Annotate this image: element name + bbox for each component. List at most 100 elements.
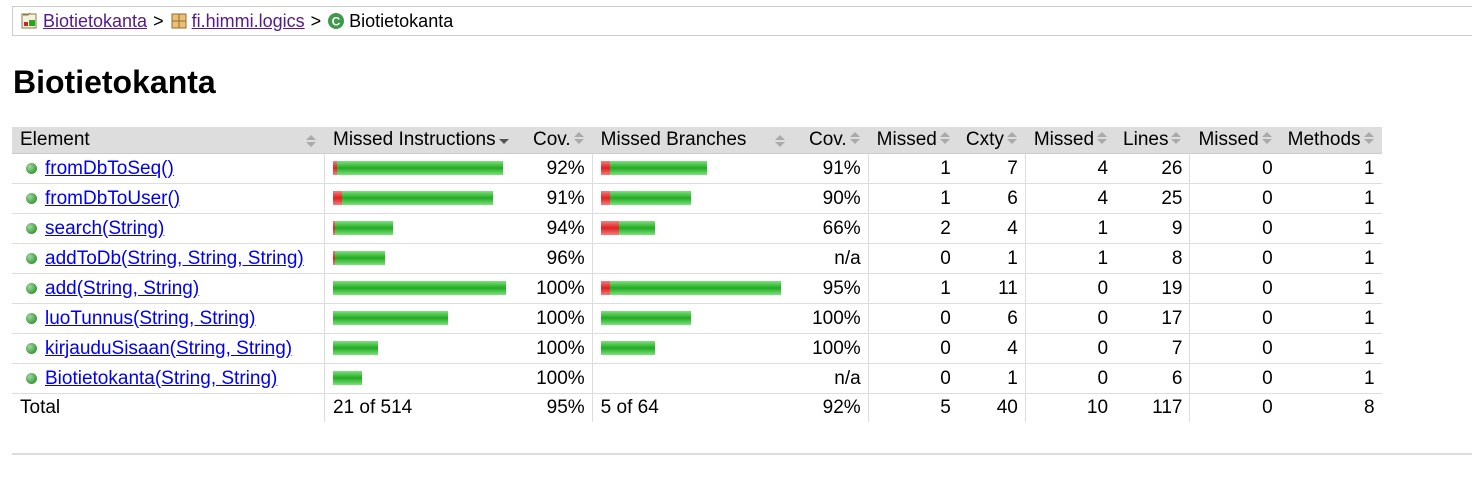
breadcrumb-separator: > (310, 11, 322, 31)
methods-cell: 1 (1279, 153, 1382, 184)
methods-cell: 1 (1279, 303, 1382, 334)
element-link[interactable]: kirjauduSisaan(String, String) (45, 337, 293, 359)
header-missed-instructions[interactable]: Missed Instructions (324, 127, 525, 154)
lines-cell: 6 (1115, 363, 1190, 394)
total-cxty-missed: 5 (867, 393, 958, 422)
lines-cell: 8 (1115, 243, 1190, 274)
method-icon (26, 312, 37, 324)
instr-cov-cell: 92% (525, 153, 593, 184)
table-row: fromDbToUser() 91% 90% 1 6 4 25 0 1 (12, 183, 1382, 214)
instructions-bar-cell (324, 363, 525, 394)
instructions-bar-cell (324, 303, 525, 334)
lines-cell: 25 (1115, 183, 1190, 214)
header-branch-cov[interactable]: Cov. (792, 127, 869, 154)
branches-bar-cell (591, 363, 793, 394)
methods-missed-cell: 0 (1189, 183, 1280, 214)
element-link[interactable]: fromDbToUser() (45, 187, 181, 209)
branches-coverage-bar (600, 220, 655, 235)
total-instructions: 21 of 514 (324, 393, 525, 422)
header-instr-cov[interactable]: Cov. (525, 127, 593, 154)
missed-bar-segment (333, 220, 335, 235)
instructions-bar-cell (324, 333, 525, 364)
methods-cell: 1 (1279, 333, 1382, 364)
element-link[interactable]: Biotietokanta(String, String) (45, 367, 278, 389)
sort-icon (774, 135, 786, 149)
cxty-missed-cell: 1 (867, 183, 958, 214)
instr-cov-cell: 96% (525, 243, 593, 274)
cxty-cell: 6 (957, 183, 1026, 214)
footer-divider (12, 453, 1472, 455)
header-label: Missed (876, 129, 937, 150)
header-cxty-missed[interactable]: Missed (867, 127, 958, 154)
element-link[interactable]: luoTunnus(String, String) (45, 307, 256, 329)
header-lines-missed[interactable]: Missed (1024, 127, 1116, 154)
breadcrumb-report-link[interactable]: Biotietokanta (43, 11, 148, 31)
package-icon (170, 10, 188, 29)
methods-missed-cell: 0 (1189, 273, 1280, 304)
total-branches: 5 of 64 (591, 393, 793, 422)
instructions-coverage-bar (333, 310, 448, 325)
instructions-coverage-bar (333, 370, 362, 385)
cxty-cell: 6 (957, 303, 1026, 334)
lines-cell: 19 (1115, 273, 1190, 304)
branch-cov-cell: 90% (792, 183, 869, 214)
covered-bar-segment (342, 190, 493, 205)
missed-bar-segment (600, 220, 619, 235)
instr-cov-cell: 91% (525, 183, 593, 214)
header-missed-branches[interactable]: Missed Branches (591, 127, 793, 154)
covered-bar-segment (333, 340, 378, 355)
lines-cell: 9 (1115, 213, 1190, 244)
header-label: Element (20, 129, 90, 150)
methods-missed-cell: 0 (1189, 303, 1280, 334)
branch-cov-cell: 100% (792, 333, 869, 364)
methods-cell: 1 (1279, 213, 1382, 244)
header-lines[interactable]: Lines (1115, 127, 1190, 154)
cxty-missed-cell: 1 (867, 273, 958, 304)
method-icon (26, 162, 37, 174)
covered-bar-segment (335, 220, 393, 235)
covered-bar-segment (335, 250, 385, 265)
element-cell: add(String, String) (12, 273, 325, 304)
instructions-coverage-bar (333, 160, 503, 175)
sort-icon (1170, 132, 1182, 146)
instr-cov-cell: 100% (525, 303, 593, 334)
instr-cov-cell: 100% (525, 273, 593, 304)
lines-cell: 7 (1115, 333, 1190, 364)
element-cell: fromDbToSeq() (12, 153, 325, 184)
instructions-coverage-bar (333, 280, 506, 295)
header-label: Missed Instructions (333, 129, 496, 150)
covered-bar-segment (337, 160, 503, 175)
element-link[interactable]: search(String) (45, 217, 165, 239)
cxty-cell: 1 (957, 243, 1026, 274)
header-element[interactable]: Element (12, 127, 325, 154)
breadcrumb-package-link[interactable]: fi.himmi.logics (191, 11, 305, 31)
table-row: add(String, String) 100% 95% 1 11 0 19 0 1 (12, 273, 1382, 304)
header-methods-missed[interactable]: Missed (1189, 127, 1280, 154)
branches-coverage-bar (600, 310, 691, 325)
element-cell: Biotietokanta(String, String) (12, 363, 325, 394)
instructions-bar-cell (324, 273, 525, 304)
missed-bar-segment (333, 160, 337, 175)
header-label: Cxty (965, 129, 1004, 150)
element-cell: luoTunnus(String, String) (12, 303, 325, 334)
method-icon (26, 252, 37, 264)
instructions-bar-cell (324, 213, 525, 244)
branch-cov-cell: n/a (792, 363, 869, 394)
header-methods[interactable]: Methods (1279, 127, 1382, 154)
missed-bar-segment (600, 280, 610, 295)
method-icon (26, 192, 37, 204)
element-link[interactable]: add(String, String) (45, 277, 200, 299)
method-icon (26, 282, 37, 294)
lines-missed-cell: 0 (1024, 363, 1116, 394)
table-row: search(String) 94% 66% 2 4 1 9 0 1 (12, 213, 1382, 244)
branches-bar-cell (591, 243, 793, 274)
element-link[interactable]: fromDbToSeq() (45, 157, 174, 179)
branches-coverage-bar (600, 190, 691, 205)
total-cxty: 40 (996, 397, 1018, 418)
element-link[interactable]: addToDb(String, String, String) (45, 247, 304, 269)
sort-descending-icon (498, 132, 510, 146)
covered-bar-segment (333, 370, 362, 385)
header-cxty[interactable]: Cxty (957, 127, 1026, 154)
covered-bar-segment (600, 310, 691, 325)
branches-coverage-bar (600, 280, 781, 295)
